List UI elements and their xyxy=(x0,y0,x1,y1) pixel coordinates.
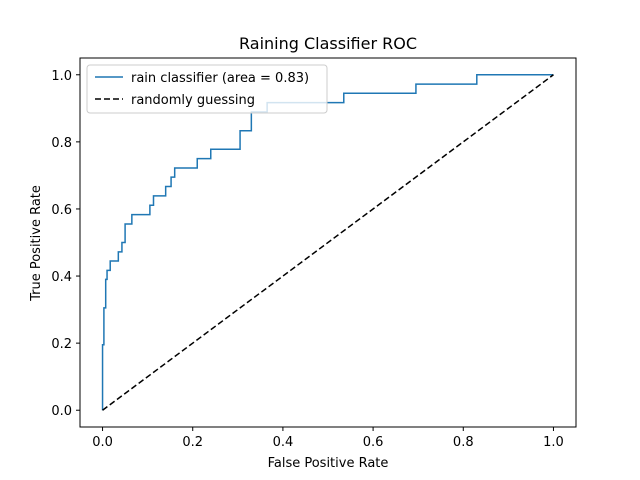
y-tick-label: 0.4 xyxy=(51,270,72,285)
legend-label-1: randomly guessing xyxy=(131,93,255,108)
y-tick-label: 1.0 xyxy=(51,69,72,84)
x-axis-label: False Positive Rate xyxy=(268,456,389,471)
x-tick-label: 0.6 xyxy=(363,435,384,450)
y-tick-label: 0.0 xyxy=(51,404,72,419)
y-tick-label: 0.8 xyxy=(51,136,72,151)
x-tick-label: 1.0 xyxy=(543,435,564,450)
x-tick-label: 0.4 xyxy=(273,435,294,450)
chart-title: Raining Classifier ROC xyxy=(239,34,417,53)
y-axis-label: True Positive Rate xyxy=(29,185,44,302)
axes-frame xyxy=(79,57,577,428)
x-tick-label: 0.0 xyxy=(92,435,113,450)
y-tick-label: 0.6 xyxy=(51,203,72,218)
legend-label-0: rain classifier (area = 0.83) xyxy=(131,71,309,86)
legend: rain classifier (area = 0.83) randomly gu… xyxy=(86,64,328,114)
x-tick-label: 0.8 xyxy=(453,435,474,450)
axis-ticks: 0.0 0.2 0.4 0.6 0.8 1.0 0.0 0.2 0.4 0.6 0.8 1.0 xyxy=(51,69,563,450)
y-tick-label: 0.2 xyxy=(51,337,72,352)
series-line-1 xyxy=(102,74,554,411)
x-tick-label: 0.2 xyxy=(182,435,203,450)
legend-box xyxy=(86,64,328,114)
